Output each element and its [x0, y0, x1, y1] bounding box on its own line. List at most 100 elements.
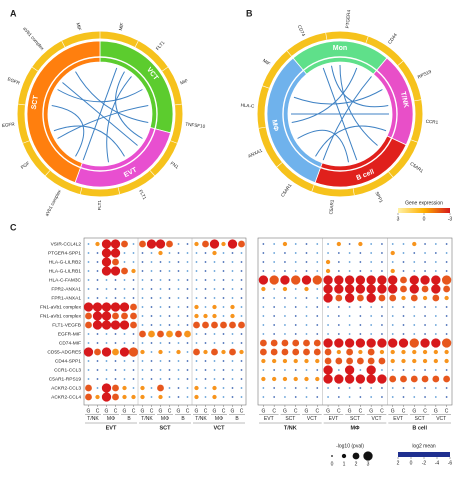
dot [366, 275, 376, 285]
dot [294, 297, 297, 299]
dot [85, 384, 92, 392]
dot [105, 333, 108, 335]
sector-label: Mon [333, 45, 347, 52]
dot [282, 241, 288, 247]
dot [87, 333, 90, 335]
dot [92, 302, 103, 312]
dot [284, 387, 286, 389]
dot [390, 250, 395, 256]
dot [292, 339, 300, 347]
dot [432, 294, 440, 302]
dot [402, 243, 405, 245]
row-label: VSIR-CCL4L2 [51, 241, 82, 247]
dot [186, 270, 189, 272]
chord-link [106, 76, 132, 163]
color-legend-label: -2 [422, 460, 427, 466]
dot [273, 306, 276, 308]
dot [323, 365, 333, 375]
dot [222, 342, 225, 344]
dot [132, 261, 135, 263]
dot [334, 338, 344, 348]
ring-divider [117, 187, 121, 195]
dot [177, 279, 180, 281]
condition-label: C [96, 408, 100, 414]
dot [240, 270, 243, 272]
dot [424, 324, 426, 326]
sector-label: SCT [31, 94, 40, 110]
chord-link [339, 64, 378, 146]
dot [176, 349, 181, 355]
dot [358, 349, 363, 355]
color-legend-bar [398, 452, 450, 457]
dot [230, 313, 235, 319]
dot [150, 279, 153, 281]
dot [434, 315, 437, 317]
dot [413, 261, 416, 263]
condition-label: G [159, 408, 163, 414]
dot [177, 369, 180, 371]
dot [273, 333, 276, 335]
dot [303, 348, 310, 356]
condition-label: G [195, 408, 199, 414]
dot [370, 243, 373, 245]
dot [366, 338, 376, 348]
condition-label: G [283, 408, 287, 414]
dot [168, 324, 171, 326]
condition-label: C [402, 408, 406, 414]
dot [294, 387, 297, 389]
dot [434, 261, 437, 263]
dot [141, 288, 144, 290]
dot [316, 243, 319, 245]
row-label: EGFR-MIF [58, 331, 81, 337]
panel-label: B [246, 8, 253, 18]
dot [231, 279, 234, 281]
dot [344, 374, 355, 384]
dot [312, 275, 322, 285]
dot [421, 285, 429, 293]
subgroup-label: MΦ [161, 416, 169, 422]
dot [261, 286, 266, 292]
dot [424, 261, 426, 263]
dot [150, 252, 153, 254]
dot [213, 360, 216, 362]
dot [240, 297, 243, 299]
dot [327, 315, 329, 317]
dot [305, 387, 308, 389]
dot [132, 279, 135, 281]
subgroup-label: EVT [329, 416, 339, 422]
dot [337, 270, 340, 272]
dot [324, 357, 332, 365]
size-legend-label: 3 [367, 461, 370, 467]
condition-label: G [305, 408, 309, 414]
dot [391, 387, 394, 389]
dot [110, 302, 121, 312]
gene-label: MIF [179, 78, 188, 86]
dot [359, 333, 362, 335]
dot [92, 311, 103, 321]
panel-label: A [10, 8, 17, 18]
dot [348, 387, 351, 389]
dot [141, 306, 144, 308]
condition-label: G [391, 408, 395, 414]
dot [204, 333, 207, 335]
dot [401, 349, 406, 355]
dot [87, 261, 90, 263]
size-legend-dot [341, 453, 347, 459]
dot [105, 360, 108, 362]
dot [434, 396, 437, 398]
dot [315, 358, 320, 364]
dot [304, 358, 309, 364]
dot [441, 275, 452, 285]
dot [294, 324, 297, 326]
dot [87, 252, 90, 254]
dot [177, 297, 180, 299]
dot [204, 378, 207, 380]
dot [177, 396, 180, 398]
condition-label: C [294, 408, 298, 414]
dot [445, 306, 448, 308]
dot [119, 320, 130, 330]
dot [105, 342, 108, 344]
dot [159, 378, 162, 380]
subgroup-label: T/NK [141, 416, 153, 422]
